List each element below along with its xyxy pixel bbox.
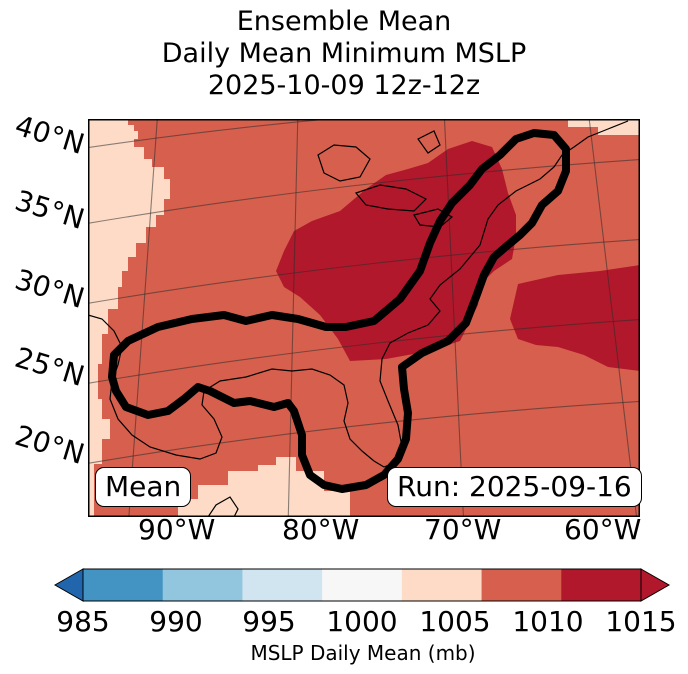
mean-label: Mean — [95, 467, 192, 507]
field-1005-1010-west — [88, 119, 170, 517]
colorbar-segment-1005 — [401, 569, 483, 601]
colorbar-segment-995 — [242, 569, 323, 601]
colorbar-tick-1000: 1000 — [326, 605, 398, 638]
lat-label-20: 20°N — [11, 418, 89, 471]
colorbar-under-arrow — [54, 568, 84, 602]
lat-label-25: 25°N — [11, 340, 89, 393]
lon-label-70: 70°W — [424, 513, 502, 546]
lon-label-90: 90°W — [138, 513, 216, 546]
colorbar-over-arrow — [640, 568, 671, 602]
lat-label-30: 30°N — [11, 262, 89, 315]
field-above-1015-atlantic — [510, 265, 640, 371]
lon-label-80: 80°W — [282, 513, 360, 546]
title-line-2: Daily Mean Minimum MSLP — [161, 38, 527, 69]
colorbar-tick-1005: 1005 — [419, 605, 491, 638]
graticule — [88, 119, 640, 517]
colorbar-segment-985 — [83, 569, 164, 601]
colorbar-frame — [82, 568, 642, 602]
lat-label-40: 40°N — [11, 108, 89, 161]
colorbar-tick-1010: 1010 — [512, 605, 584, 638]
colorbar-segment-1015 — [561, 569, 642, 601]
lat-label-35: 35°N — [11, 183, 89, 236]
colorbar-tick-985: 985 — [56, 605, 110, 638]
colorbar-tick-990: 990 — [149, 605, 203, 638]
ensemble-contour — [108, 129, 570, 493]
colorbar-tick-995: 995 — [242, 605, 296, 638]
colorbar-tick-1015: 1015 — [605, 605, 677, 638]
lon-label-60: 60°W — [564, 513, 642, 546]
colorbar-segment-1010 — [481, 569, 562, 601]
map-panel — [88, 119, 640, 517]
colorbar-segment-990 — [162, 569, 243, 601]
colorbar-label: MSLP Daily Mean (mb) — [250, 641, 476, 665]
map-frame — [88, 119, 640, 517]
title-line-3: 2025-10-09 12z-12z — [207, 70, 481, 101]
colorbar-segment-1000 — [322, 569, 403, 601]
colorbar — [54, 568, 671, 602]
run-label: Run: 2025-09-16 — [387, 467, 642, 507]
title-line-1: Ensemble Mean — [236, 6, 452, 37]
